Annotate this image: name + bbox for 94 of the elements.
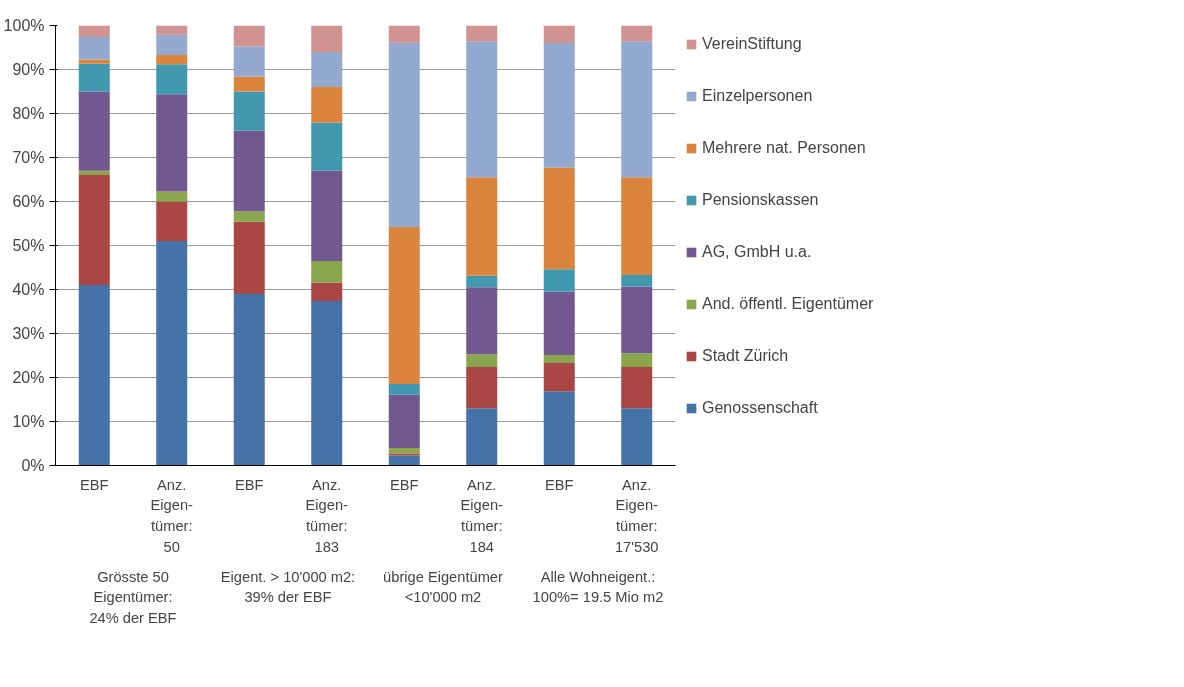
bar xyxy=(388,447,420,454)
y-tick-label: 10% xyxy=(12,413,45,430)
text: Grösste 50 Eigentümer: 24% der EBF xyxy=(89,568,177,627)
bar xyxy=(543,291,575,356)
y-tick-label: 70% xyxy=(12,149,45,166)
bar xyxy=(78,36,110,60)
bar xyxy=(156,54,188,65)
bar xyxy=(621,408,653,466)
x-tick-label: Anz. Eigen- tümer: 17'530 xyxy=(614,476,659,555)
bar xyxy=(156,191,188,202)
y-tick-label: 50% xyxy=(12,237,45,254)
bar xyxy=(621,274,653,287)
x-tick-label: Anz. Eigen- tümer: 183 xyxy=(305,476,349,555)
legend-label: Genossenschaft xyxy=(702,399,818,417)
bar xyxy=(78,170,110,176)
bar xyxy=(78,25,110,37)
legend-label: And. öffentl. Eigentümer xyxy=(702,295,874,313)
y-tick-label: 40% xyxy=(12,281,45,298)
bar xyxy=(78,91,110,171)
bar xyxy=(621,25,653,42)
bar xyxy=(156,241,188,466)
x-tick-label: EBF xyxy=(80,476,109,493)
bar xyxy=(311,122,343,171)
x-tick-label: EBF xyxy=(390,476,419,493)
bar xyxy=(543,355,575,363)
legend-label: Stadt Zürich xyxy=(702,347,789,365)
bar xyxy=(466,275,498,288)
bar xyxy=(543,269,575,292)
bar xyxy=(388,227,420,385)
bar xyxy=(466,177,498,276)
bar xyxy=(388,394,420,448)
legend-label: Pensionskassen xyxy=(702,191,819,209)
y-tick-label: 100% xyxy=(3,17,45,34)
bar xyxy=(621,177,653,275)
legend-label: Einzelpersonen xyxy=(702,87,813,105)
bar xyxy=(388,455,420,466)
bar xyxy=(233,76,265,92)
bar xyxy=(311,170,343,261)
bar xyxy=(388,25,420,43)
bar xyxy=(233,25,265,47)
bar xyxy=(388,384,420,395)
bar xyxy=(388,42,420,228)
bar xyxy=(233,91,265,131)
bar xyxy=(311,87,343,123)
x-tick-label: Anz. Eigen- tümer: 50 xyxy=(150,476,194,555)
bar xyxy=(466,25,498,42)
bar xyxy=(466,408,498,466)
x-tick-label: EBF xyxy=(545,476,574,493)
text: Eigent. > 10'000 m2: 39% der EBF xyxy=(220,568,356,606)
bar xyxy=(311,260,343,283)
legend-label: AG, GmbH u.a. xyxy=(702,243,812,261)
bar xyxy=(233,46,265,77)
bar xyxy=(233,221,265,294)
bar xyxy=(156,34,188,55)
legend-label: VereinStiftung xyxy=(702,35,802,53)
bar xyxy=(466,287,498,355)
bar xyxy=(466,41,498,178)
bar xyxy=(466,354,498,367)
bar xyxy=(311,25,343,52)
bar xyxy=(233,211,265,222)
legend-label: Mehrere nat. Personen xyxy=(702,139,866,157)
bar xyxy=(78,285,110,466)
bar xyxy=(543,391,575,466)
bar xyxy=(311,282,343,301)
text: Alle Wohneigent.: 100%= 19.5 Mio m2 xyxy=(532,568,664,606)
y-tick-label: 20% xyxy=(12,369,45,386)
y-tick-label: 90% xyxy=(12,61,45,78)
bar xyxy=(311,51,343,88)
bar xyxy=(233,130,265,212)
y-tick-label: 60% xyxy=(12,193,45,210)
bar xyxy=(311,300,343,466)
y-tick-label: 30% xyxy=(12,325,45,342)
bar xyxy=(78,59,110,64)
y-tick-label: 0% xyxy=(21,457,45,474)
text: übrige Eigentümer <10'000 m2 xyxy=(383,568,503,606)
bar xyxy=(78,63,110,92)
x-tick-label: Anz. Eigen- tümer: 184 xyxy=(460,476,504,555)
bar xyxy=(156,201,188,242)
bar xyxy=(78,175,110,286)
bar xyxy=(156,94,188,192)
bar xyxy=(621,286,653,354)
bar xyxy=(543,167,575,270)
bar xyxy=(543,362,575,392)
bar xyxy=(621,41,653,178)
bar xyxy=(621,366,653,409)
y-tick-label: 80% xyxy=(12,105,45,122)
bar xyxy=(543,43,575,168)
bar xyxy=(156,25,188,35)
bar xyxy=(621,353,653,367)
bar xyxy=(543,25,575,44)
bar xyxy=(466,366,498,409)
x-tick-label: EBF xyxy=(235,476,264,493)
bar xyxy=(233,293,265,466)
bar xyxy=(156,64,188,95)
